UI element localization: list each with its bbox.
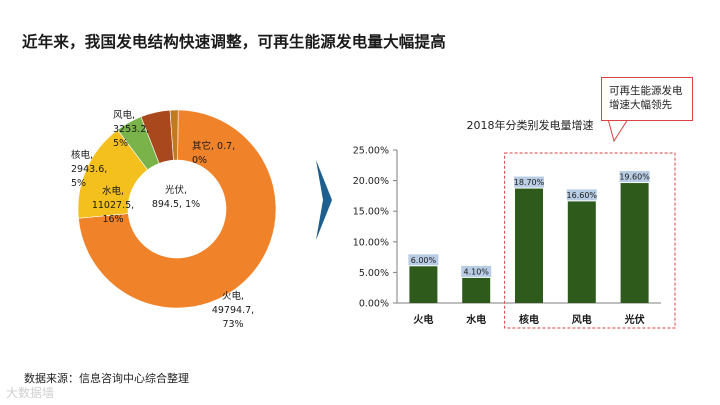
pie-label-火电: 火电, 49794.7, 73% [212, 290, 254, 330]
pie-label-水电: 水电, 11027.5, 16% [92, 185, 134, 225]
bar-value-bg [408, 254, 439, 266]
bar-value-label: 18.70% [514, 178, 545, 187]
bar-value-bg [461, 265, 492, 277]
callout-tail [607, 118, 629, 143]
watermark: 大数据墙 [6, 386, 55, 400]
bar-风电 [567, 201, 596, 303]
y-tick-label: 5.00% [359, 268, 389, 279]
pie-slice-光伏 [169, 109, 179, 161]
donut-chart: 其它, 0.7, 0% 火电, 49794.7, 73% 水电, 11027.5, 16%核电… [71, 109, 277, 330]
x-tick-label: 光伏 [624, 313, 645, 326]
bar-value-bg [514, 176, 544, 188]
x-tick-label: 核电 [519, 313, 539, 326]
x-tick-label: 风电 [572, 313, 592, 326]
y-tick-label: 10.00% [353, 237, 389, 248]
callout-box: 可再生能源发电增速大幅领先 [601, 77, 693, 121]
bar-value-label: 16.60% [567, 191, 598, 200]
bar-光伏 [620, 183, 649, 303]
bar-火电 [409, 266, 438, 303]
data-source: 数据来源：信息咨询中心综合整理 [24, 372, 189, 385]
bar-value-bg [619, 171, 650, 183]
y-tick-label: 15.00% [353, 207, 389, 218]
pie-label-其它: 其它, 0.7, 0% [192, 140, 235, 166]
y-tick-label: 25.00% [353, 146, 389, 157]
right-arrow-icon [316, 160, 332, 240]
bar-value-label: 6.00% [411, 256, 437, 265]
bar-核电 [515, 188, 543, 303]
bar-水电 [462, 277, 491, 303]
x-tick-label: 火电 [413, 313, 433, 326]
y-tick-label: 20.00% [353, 176, 389, 187]
bar-value-label: 19.60% [619, 173, 650, 182]
pie-label-核电: 核电, 2943.6, 5% [71, 149, 107, 189]
highlight-box [504, 152, 676, 329]
pie-label-风电: 风电, 3253.2, 5% [113, 109, 149, 149]
page-title: 近年来，我国发电结构快速调整，可再生能源发电量大幅提高 [22, 33, 446, 51]
pie-label-光伏: 光伏, 894.5, 1% [152, 184, 200, 210]
bar-chart-title: 2018年分类别发电量增速 [467, 118, 594, 132]
bar-value-bg [566, 189, 597, 201]
pie-slice-火电 [78, 109, 277, 309]
x-tick-label: 水电 [465, 313, 486, 326]
bar-chart: 2018年分类别发电量增速 0.00% 5.00% 10.00% 15.00% 20.00… [353, 118, 676, 329]
y-tick-label: 0.00% [359, 299, 389, 310]
bar-value-label: 4.10% [463, 267, 489, 276]
